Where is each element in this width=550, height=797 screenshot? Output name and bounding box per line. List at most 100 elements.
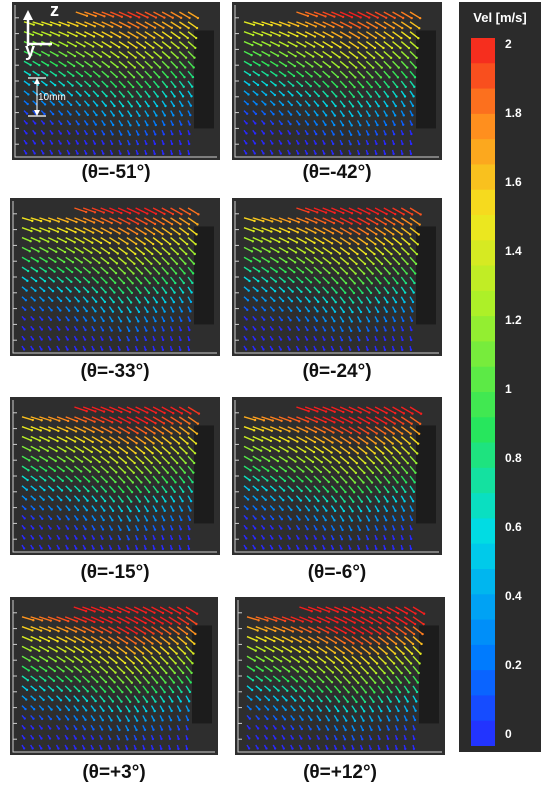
velocity-arrow-head xyxy=(413,85,416,89)
velocity-arrow xyxy=(339,266,348,274)
velocity-arrow xyxy=(264,655,273,662)
velocity-arrow-head xyxy=(300,290,303,294)
velocity-arrow-head xyxy=(38,439,42,442)
velocity-arrow-head xyxy=(186,622,190,626)
velocity-arrow xyxy=(83,80,91,87)
velocity-arrow-head xyxy=(325,310,328,313)
velocity-arrow-head xyxy=(115,262,119,265)
velocity-arrow-head xyxy=(31,328,35,331)
velocity-arrow-head xyxy=(189,509,192,512)
velocity-arrow-head xyxy=(83,537,87,540)
velocity-arrow-head xyxy=(154,310,158,313)
velocity-arrow xyxy=(296,21,308,27)
velocity-arrow xyxy=(56,455,65,462)
velocity-arrow-head xyxy=(161,432,165,435)
velocity-arrow xyxy=(366,207,379,215)
velocity-arrow xyxy=(365,237,376,245)
velocity-arrow-head xyxy=(289,419,292,423)
velocity-arrow-head xyxy=(402,509,406,512)
velocity-arrow-head xyxy=(341,124,345,127)
velocity-arrow-head xyxy=(366,671,369,675)
velocity-arrow xyxy=(152,207,165,215)
velocity-arrow-head xyxy=(288,348,291,351)
velocity-arrow-head xyxy=(370,85,373,89)
velocity-arrow-head xyxy=(372,461,376,465)
velocity-arrow-head xyxy=(362,719,365,722)
velocity-arrow-head xyxy=(51,289,55,293)
velocity-arrow-head xyxy=(393,223,396,226)
velocity-arrow-head xyxy=(135,442,138,445)
colorbar-band xyxy=(471,113,495,140)
velocity-arrow-head xyxy=(118,537,122,541)
velocity-arrow-head xyxy=(350,15,354,19)
velocity-arrow-head xyxy=(283,619,287,623)
velocity-arrow-head xyxy=(123,661,127,665)
velocity-arrow-head xyxy=(191,272,195,275)
velocity-arrow xyxy=(39,426,50,432)
velocity-arrow-head xyxy=(26,478,29,482)
velocity-arrow-head xyxy=(119,152,122,155)
velocity-arrow-head xyxy=(177,747,180,751)
velocity-arrow-head xyxy=(28,659,31,662)
velocity-arrow-head xyxy=(405,709,409,713)
velocity-arrow xyxy=(339,286,346,294)
velocity-arrow-head xyxy=(168,242,172,246)
velocity-arrow xyxy=(82,266,91,274)
velocity-arrow xyxy=(412,606,425,615)
velocity-arrow-head xyxy=(75,220,78,224)
velocity-arrow-head xyxy=(65,54,68,58)
velocity-arrow-head xyxy=(155,681,159,684)
velocity-arrow-head xyxy=(164,104,167,108)
velocity-arrow xyxy=(365,455,375,464)
velocity-arrow-head xyxy=(121,114,124,117)
velocity-arrow-head xyxy=(328,471,331,474)
velocity-arrow-head xyxy=(286,450,289,453)
velocity-arrow-head xyxy=(386,500,389,503)
velocity-arrow-head xyxy=(124,262,127,265)
velocity-arrow xyxy=(56,217,68,223)
velocity-arrow-head xyxy=(48,629,52,633)
velocity-arrow xyxy=(21,626,33,632)
velocity-arrow xyxy=(161,60,169,69)
velocity-arrow-head xyxy=(180,114,184,117)
velocity-arrow-head xyxy=(70,280,73,284)
velocity-arrow-head xyxy=(49,419,52,422)
velocity-arrow xyxy=(116,635,128,644)
velocity-arrow-head xyxy=(252,23,256,26)
velocity-arrow xyxy=(126,217,139,225)
velocity-arrow xyxy=(21,616,34,621)
velocity-arrow xyxy=(409,11,421,19)
velocity-arrow-head xyxy=(325,641,329,644)
velocity-arrow xyxy=(91,426,103,433)
velocity-arrow xyxy=(135,11,148,19)
velocity-arrow-head xyxy=(102,518,105,522)
velocity-arrow-head xyxy=(96,480,100,483)
velocity-arrow-head xyxy=(137,700,140,704)
velocity-arrow-head xyxy=(250,698,253,701)
velocity-arrow-head xyxy=(24,299,28,302)
velocity-arrow-head xyxy=(375,348,378,352)
velocity-arrow-head xyxy=(74,747,77,750)
velocity-arrow-head xyxy=(51,299,54,302)
colorbar-band xyxy=(471,594,495,621)
velocity-arrow-head xyxy=(65,44,69,48)
velocity-arrow-head xyxy=(352,95,355,99)
velocity-arrow xyxy=(56,635,67,643)
velocity-arrow-head xyxy=(115,461,119,464)
velocity-arrow-head xyxy=(306,14,310,18)
velocity-arrow-head xyxy=(371,272,374,275)
velocity-arrow xyxy=(365,80,373,88)
velocity-arrow-head xyxy=(151,642,154,645)
velocity-arrow xyxy=(255,655,264,662)
velocity-arrow-head xyxy=(412,95,415,98)
velocity-arrow-head xyxy=(246,308,249,312)
velocity-arrow-head xyxy=(194,632,197,636)
velocity-arrow-head xyxy=(336,272,340,275)
velocity-arrow-head xyxy=(317,490,321,493)
velocity-arrow-head xyxy=(181,300,184,304)
velocity-arrow-head xyxy=(165,671,168,675)
velocity-arrow xyxy=(348,435,360,444)
velocity-arrow-head xyxy=(145,421,149,425)
velocity-arrow xyxy=(243,246,253,252)
velocity-arrow-head xyxy=(329,252,333,255)
